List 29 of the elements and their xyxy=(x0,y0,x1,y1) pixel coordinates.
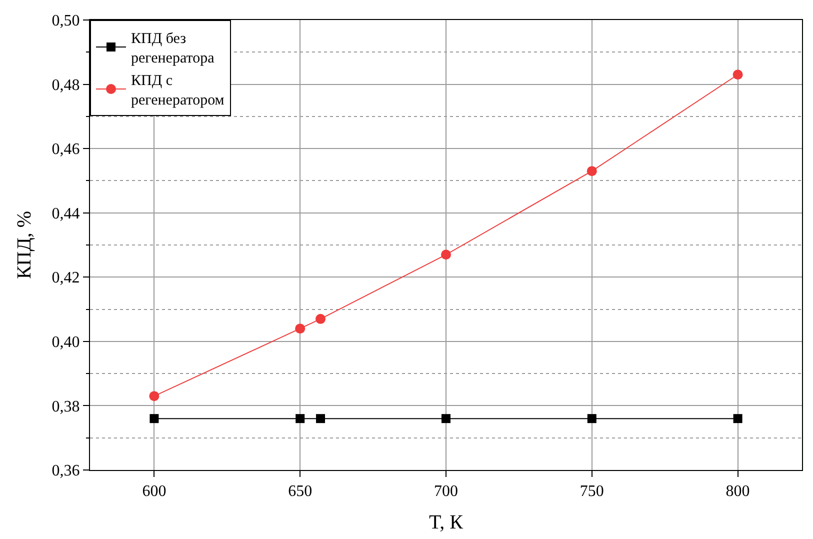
point xyxy=(733,414,742,424)
y-tick-label: 0,40 xyxy=(52,334,80,352)
point xyxy=(150,414,159,424)
x-tick-label: 800 xyxy=(726,483,750,500)
y-tick-label: 0,38 xyxy=(52,398,80,416)
x-tick-label: 600 xyxy=(142,483,166,500)
y-tick-label: 0,50 xyxy=(52,12,80,30)
y-tick-label: 0,48 xyxy=(52,76,80,94)
y-tick-label: 0,36 xyxy=(52,462,80,480)
point xyxy=(296,414,305,424)
y-tick-label: 0,42 xyxy=(52,270,80,287)
legend-label: КПД с регенератором xyxy=(131,73,225,109)
y-axis-title: КПД, % xyxy=(13,210,36,280)
y-tick-label: 0,44 xyxy=(52,205,80,222)
legend-label: КПД без регенератора xyxy=(131,31,215,67)
x-tick-label: 700 xyxy=(434,483,458,500)
point xyxy=(149,391,160,402)
point xyxy=(586,166,597,176)
point xyxy=(441,250,451,260)
y-tick-label: 0,46 xyxy=(52,141,80,158)
x-tick-label: 750 xyxy=(580,483,604,500)
point xyxy=(295,324,306,334)
point xyxy=(316,414,326,424)
point xyxy=(316,314,326,324)
x-axis-title: T, К xyxy=(428,512,464,534)
point xyxy=(732,70,743,80)
x-tick-label: 650 xyxy=(288,483,312,500)
point xyxy=(587,414,596,424)
point xyxy=(442,414,450,424)
